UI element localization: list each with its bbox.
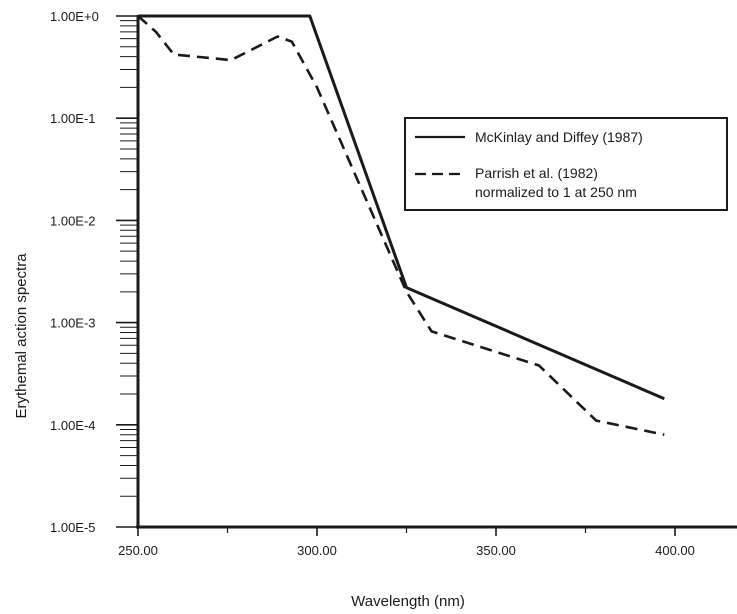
axes	[116, 15, 737, 536]
legend-label-series-1: McKinlay and Diffey (1987)	[475, 129, 643, 145]
y-tick-label: 1.00E-4	[50, 418, 96, 433]
series-line-2	[137, 15, 665, 436]
y-tick-label: 1.00E-1	[50, 111, 96, 126]
x-tick-label: 400.00	[655, 543, 695, 558]
y-tick-label: 1.00E-3	[50, 316, 96, 331]
y-tick-label: 1.00E-5	[50, 520, 96, 535]
y-tick-labels: 1.00E+0 1.00E-1 1.00E-2 1.00E-3 1.00E-4 1.00E…	[50, 9, 99, 535]
legend-label-series-2-note: normalized to 1 at 250 nm	[475, 184, 637, 200]
x-tick-label: 350.00	[476, 543, 516, 558]
y-minor-ticks	[120, 20, 138, 497]
series-line-1	[138, 14, 665, 401]
x-tick-labels: 250.00 300.00 350.00 400.00	[118, 543, 695, 558]
y-axis-title: Erythemal action spectra	[13, 253, 30, 419]
x-tick-label: 300.00	[297, 543, 337, 558]
series-layer	[137, 14, 665, 436]
x-tick-label: 250.00	[118, 543, 158, 558]
y-tick-label: 1.00E+0	[50, 9, 99, 24]
legend: McKinlay and Diffey (1987) Parrish et al…	[404, 117, 728, 211]
legend-box	[404, 117, 728, 211]
x-axis-title: Wavelength (nm)	[351, 593, 465, 610]
legend-label-series-2: Parrish et al. (1982)	[475, 165, 598, 181]
y-tick-label: 1.00E-2	[50, 213, 96, 228]
